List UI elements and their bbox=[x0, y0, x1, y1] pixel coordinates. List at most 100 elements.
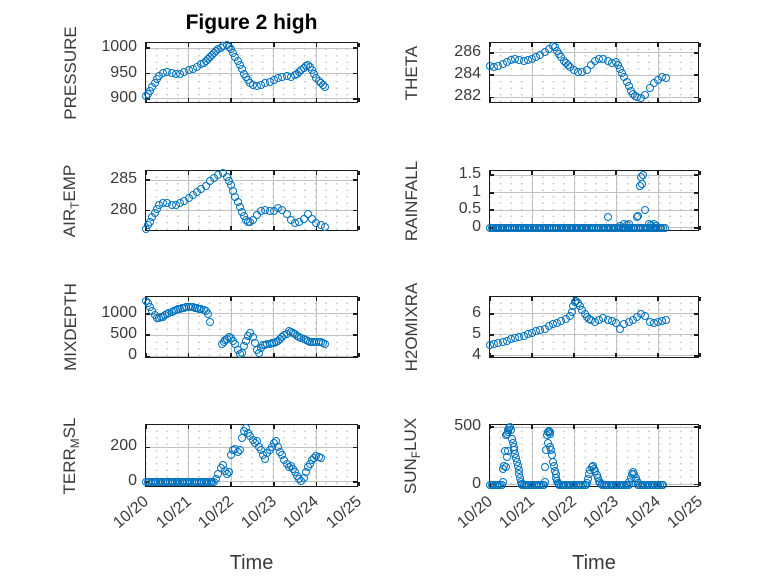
tick-mark bbox=[230, 425, 232, 429]
y-tick-label: 0.5 bbox=[458, 200, 481, 218]
y-axis-label-h2omixra: H2OMIXRA bbox=[402, 283, 422, 372]
y-tick-label: 5 bbox=[472, 324, 481, 342]
tick-mark bbox=[657, 353, 659, 357]
tick-mark bbox=[315, 425, 318, 429]
grid-line bbox=[531, 425, 533, 486]
plot-area-terrmsl bbox=[142, 424, 360, 487]
data-point-marker bbox=[540, 477, 549, 486]
tick-mark bbox=[699, 482, 701, 486]
tick-mark bbox=[694, 191, 698, 194]
grid-line bbox=[315, 297, 317, 357]
tick-mark bbox=[699, 425, 701, 429]
tick-mark bbox=[699, 353, 701, 357]
tick-mark bbox=[146, 72, 150, 75]
data-point-marker bbox=[203, 309, 212, 318]
data-point-marker bbox=[641, 91, 650, 100]
tick-mark bbox=[230, 171, 232, 175]
tick-mark bbox=[490, 174, 494, 176]
tick-mark bbox=[315, 171, 318, 175]
y-axis-label-text: PRESSURE bbox=[61, 25, 80, 120]
data-point-marker bbox=[320, 82, 329, 91]
x-tick-label: 10/22 bbox=[538, 493, 580, 532]
tick-mark bbox=[489, 297, 491, 301]
y-axis-label-text: AIR bbox=[60, 208, 80, 237]
tick-mark bbox=[615, 425, 617, 429]
grid-line bbox=[490, 96, 698, 98]
grid-line bbox=[573, 425, 575, 486]
tick-mark bbox=[699, 43, 701, 47]
data-point-marker bbox=[205, 318, 214, 327]
data-point-marker bbox=[501, 462, 510, 471]
tick-mark bbox=[353, 72, 357, 75]
grid-line bbox=[657, 297, 659, 357]
grid-line bbox=[146, 47, 357, 49]
tick-mark bbox=[187, 43, 190, 47]
data-point-marker bbox=[651, 222, 660, 231]
tick-mark bbox=[657, 425, 659, 429]
tick-mark bbox=[145, 353, 147, 357]
tick-mark bbox=[315, 297, 318, 301]
tick-mark bbox=[699, 98, 701, 102]
tick-mark bbox=[615, 297, 617, 301]
tick-mark bbox=[187, 226, 190, 230]
y-tick-label: 500 bbox=[110, 325, 137, 343]
data-point-marker bbox=[662, 315, 671, 324]
tick-mark bbox=[615, 353, 617, 357]
y-axis-label-text: MIXDEPTH bbox=[61, 283, 80, 371]
y-tick-label: 1.5 bbox=[458, 165, 481, 183]
tick-mark bbox=[490, 334, 494, 336]
data-point-marker bbox=[586, 61, 595, 70]
y-tick-label: 200 bbox=[110, 437, 137, 455]
y-axis-label-subscript: T bbox=[67, 201, 82, 209]
x-axis-label: Time bbox=[229, 552, 274, 574]
data-point-marker bbox=[316, 453, 325, 462]
grid-line bbox=[490, 355, 698, 357]
tick-mark bbox=[615, 43, 617, 47]
tick-mark bbox=[489, 98, 491, 102]
tick-mark bbox=[490, 209, 494, 212]
x-tick-label: 10/23 bbox=[580, 493, 622, 532]
data-point-marker bbox=[303, 210, 312, 219]
tick-mark bbox=[694, 334, 698, 336]
tick-mark bbox=[273, 171, 275, 175]
y-tick-label: 0 bbox=[472, 217, 481, 235]
data-point-marker bbox=[638, 171, 647, 180]
tick-mark bbox=[531, 43, 533, 47]
tick-mark bbox=[358, 353, 360, 357]
plot-area-h2omixra bbox=[486, 296, 701, 358]
tick-mark bbox=[358, 482, 360, 486]
tick-mark bbox=[490, 355, 494, 357]
tick-mark bbox=[657, 43, 659, 47]
tick-mark bbox=[145, 171, 147, 175]
y-axis-label-airtemp: AIRTEMP bbox=[60, 164, 82, 236]
tick-mark bbox=[489, 171, 491, 175]
tick-mark bbox=[615, 171, 617, 175]
grid-line bbox=[490, 74, 698, 76]
y-tick-label: 280 bbox=[110, 200, 137, 218]
grid-line bbox=[315, 171, 317, 230]
tick-mark bbox=[694, 74, 698, 76]
data-point-marker bbox=[582, 65, 591, 74]
x-tick-label: 10/24 bbox=[280, 493, 323, 532]
grid-line bbox=[615, 425, 617, 486]
tick-mark bbox=[273, 226, 275, 230]
tick-mark bbox=[273, 98, 275, 102]
tick-mark bbox=[657, 98, 659, 102]
tick-mark bbox=[358, 171, 360, 175]
data-point-marker bbox=[278, 206, 287, 215]
tick-mark bbox=[531, 171, 533, 175]
grid-line bbox=[188, 297, 190, 357]
tick-mark bbox=[489, 353, 491, 357]
y-tick-label: 950 bbox=[110, 63, 137, 81]
y-axis-label-text: EMP bbox=[60, 164, 80, 202]
grid-line bbox=[146, 210, 357, 212]
data-point-marker bbox=[616, 324, 625, 333]
tick-mark bbox=[146, 179, 150, 181]
y-axis-label-pressure: PRESSURE bbox=[61, 26, 81, 120]
y-axis-label-text: H2OMIXRA bbox=[402, 282, 421, 372]
tick-mark bbox=[146, 334, 150, 336]
tick-mark bbox=[490, 426, 494, 429]
data-point-marker bbox=[604, 213, 613, 222]
y-axis-label-text: SL bbox=[60, 417, 80, 438]
